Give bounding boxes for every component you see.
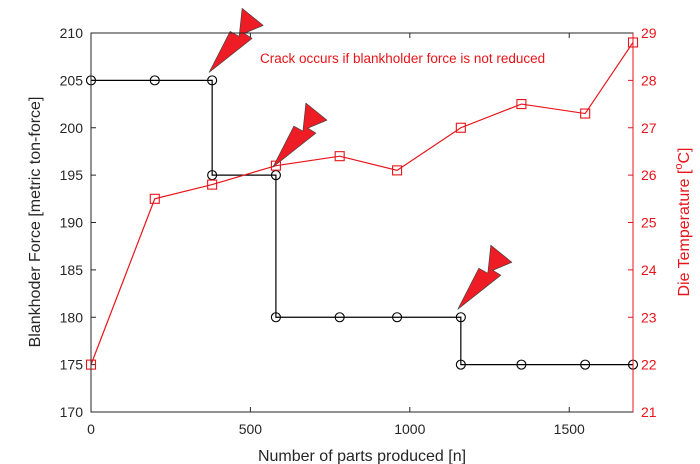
temperature-point — [149, 193, 160, 204]
right-tick-label: 21 — [641, 404, 657, 420]
temperature-point — [580, 108, 591, 119]
y-right-axis-label-sup: o — [673, 164, 685, 170]
force-point — [455, 359, 466, 370]
force-point — [580, 359, 591, 370]
left-tick-label: 210 — [60, 25, 84, 41]
right-tick-label: 29 — [641, 25, 657, 41]
lightning-bolt-icon — [208, 8, 264, 73]
left-tick-label: 180 — [60, 309, 84, 325]
left-tick-label: 205 — [60, 72, 84, 88]
y-right-axis-label-end: C] — [676, 148, 693, 164]
x-axis-label: Number of parts produced [n] — [258, 448, 466, 464]
temperature-point — [392, 165, 403, 176]
force-point — [334, 312, 345, 323]
right-tick-label: 24 — [641, 262, 657, 278]
series-line-left — [91, 79, 633, 366]
force-point — [207, 75, 218, 86]
right-tick-label: 22 — [641, 357, 657, 373]
lightning-bolt-icon — [457, 244, 513, 310]
left-tick-label: 195 — [60, 167, 84, 183]
crack-annotation: Crack occurs if blankholder force is not… — [260, 51, 545, 66]
x-tick-label: 1500 — [554, 421, 585, 437]
y-left-axis-label: Blankhoder Force [metric ton-force] — [27, 97, 44, 348]
temperature-point — [207, 179, 218, 190]
force-point — [392, 312, 403, 323]
right-tick-label: 28 — [641, 72, 657, 88]
x-tick-label: 500 — [239, 421, 263, 437]
left-axis-ticks: 170 175 180 185 190 195 200 205 210 — [60, 25, 96, 420]
y-right-axis-label: Die Temperature [oC] — [673, 148, 693, 297]
x-tick-label: 0 — [87, 421, 95, 437]
right-axis-ticks: 21 22 23 24 25 26 27 28 29 — [628, 25, 657, 420]
force-point — [455, 312, 466, 323]
right-tick-label: 26 — [641, 167, 657, 183]
temperature-point — [516, 99, 527, 110]
series-group — [85, 37, 639, 370]
left-tick-label: 175 — [60, 357, 84, 373]
y-right-axis-label-main: Die Temperature [ — [676, 169, 693, 296]
x-axis-ticks: 0 500 1000 1500 — [87, 33, 585, 437]
right-tick-label: 23 — [641, 309, 657, 325]
crack-markers — [208, 8, 513, 310]
left-tick-label: 190 — [60, 215, 84, 231]
left-tick-label: 200 — [60, 120, 84, 136]
plot-area — [91, 33, 633, 412]
temperature-point — [455, 122, 466, 133]
lightning-bolt-icon — [272, 102, 328, 168]
right-tick-label: 25 — [641, 215, 657, 231]
force-point — [149, 75, 160, 86]
force-point — [270, 312, 281, 323]
left-tick-label: 185 — [60, 262, 84, 278]
force-point — [516, 359, 527, 370]
x-tick-label: 1000 — [394, 421, 425, 437]
series-line-right — [90, 42, 634, 365]
right-tick-label: 27 — [641, 120, 657, 136]
left-tick-label: 170 — [60, 404, 84, 420]
temperature-point — [334, 151, 345, 162]
